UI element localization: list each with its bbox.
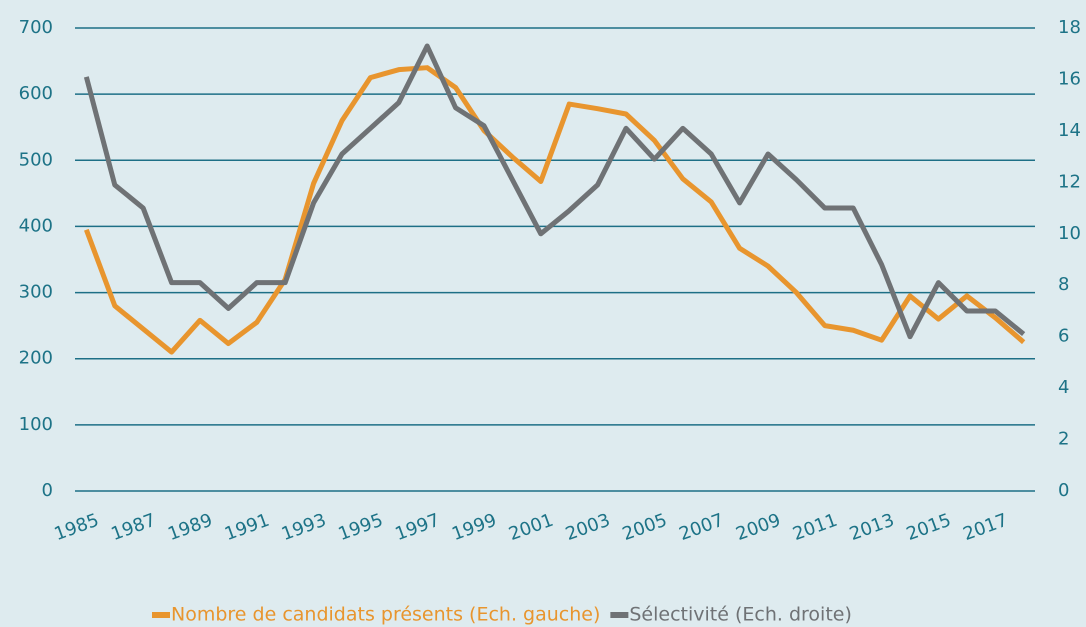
x-tick-label: 1997 <box>392 510 442 545</box>
y-tick-label: 300 <box>19 282 53 303</box>
y2-tick-label: 2 <box>1058 429 1069 450</box>
x-tick-label: 2003 <box>563 510 613 545</box>
legend-label: Nombre de candidats présents (Ech. gauch… <box>171 604 600 626</box>
x-tick-label: 2007 <box>676 510 726 545</box>
x-tick-label: 1999 <box>449 510 499 545</box>
y2-tick-label: 16 <box>1058 68 1081 89</box>
y-tick-label: 0 <box>42 480 53 501</box>
y2-tick-label: 6 <box>1058 326 1069 347</box>
y-tick-label: 700 <box>19 17 53 38</box>
x-tick-label: 1993 <box>279 510 329 545</box>
y2-tick-label: 12 <box>1058 171 1081 192</box>
y-tick-label: 400 <box>19 215 53 236</box>
x-tick-label: 2009 <box>733 510 783 545</box>
legend-label: Sélectivité (Ech. droite) <box>629 604 852 626</box>
x-tick-label: 2001 <box>506 510 556 545</box>
line-series <box>83 43 1026 340</box>
x-tick-label: 2017 <box>960 510 1010 545</box>
x-tick-label: 2013 <box>847 510 897 545</box>
x-tick-label: 1985 <box>52 510 102 545</box>
y2-tick-label: 0 <box>1058 480 1069 501</box>
y2-tick-label: 18 <box>1058 17 1081 38</box>
y2-tick-label: 14 <box>1058 120 1081 141</box>
y-tick-label: 600 <box>19 83 53 104</box>
x-tick-label: 1987 <box>108 510 158 545</box>
x-tick-label: 2015 <box>904 510 954 545</box>
x-tick-label: 1995 <box>336 510 386 545</box>
y-tick-label: 100 <box>19 414 53 435</box>
y2-tick-label: 8 <box>1058 274 1069 295</box>
x-tick-label: 2011 <box>790 510 840 545</box>
x-tick-label: 2005 <box>620 510 670 545</box>
x-tick-label: 1989 <box>165 510 215 545</box>
x-tick-label: 1991 <box>222 510 272 545</box>
y-tick-label: 500 <box>19 149 53 170</box>
y2-tick-label: 10 <box>1058 223 1081 244</box>
y2-tick-label: 4 <box>1058 377 1069 398</box>
y-tick-label: 200 <box>19 348 53 369</box>
line-series <box>84 65 1026 355</box>
